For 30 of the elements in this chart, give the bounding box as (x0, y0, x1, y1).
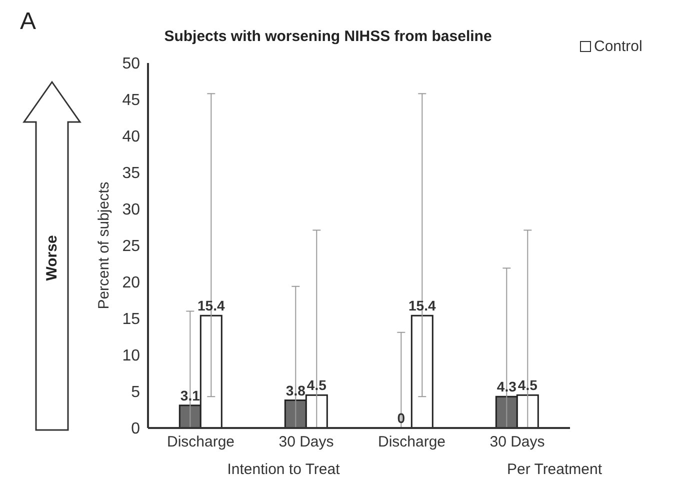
data-label: 3.1 (180, 387, 200, 404)
y-tick-label: 45 (122, 92, 140, 110)
text: Intention to Treat (226, 461, 341, 478)
text: Worse (44, 235, 60, 281)
data-label: 15.4 (198, 298, 225, 314)
x-tick-label: Discharge (166, 434, 235, 451)
chart-title: Subjects with worsening NIHSS from baseline (163, 28, 493, 45)
y-tick-label: 0 (131, 420, 140, 438)
y-tick-label: 5 (131, 384, 140, 402)
y-tick-label: 25 (122, 238, 140, 256)
y-tick-label: 20 (122, 274, 140, 292)
x-tick-label: 30 Days (278, 434, 334, 451)
x-tick-label: 30 Days (490, 434, 545, 451)
text: Per Treatment (506, 461, 604, 478)
data-label: 3.8 (286, 382, 306, 398)
y-tick-label: 10 (122, 348, 140, 365)
text: A (20, 8, 36, 36)
y-tick-label: 50 (122, 56, 140, 73)
data-label: 4.5 (518, 377, 538, 394)
text: Control (594, 38, 642, 55)
data-label: 4.3 (496, 378, 517, 395)
data-label: 4.5 (306, 377, 327, 394)
data-label: 15.4 (408, 298, 436, 314)
y-axis-title: Percent of subjects (95, 182, 112, 310)
x-tick-label: Discharge (378, 434, 446, 451)
data-label: 0 (397, 410, 406, 426)
y-tick-label: 30 (122, 202, 140, 219)
y-tick-label: 35 (122, 165, 140, 182)
y-tick-label: 40 (122, 128, 140, 146)
y-tick-label: 15 (122, 311, 140, 328)
